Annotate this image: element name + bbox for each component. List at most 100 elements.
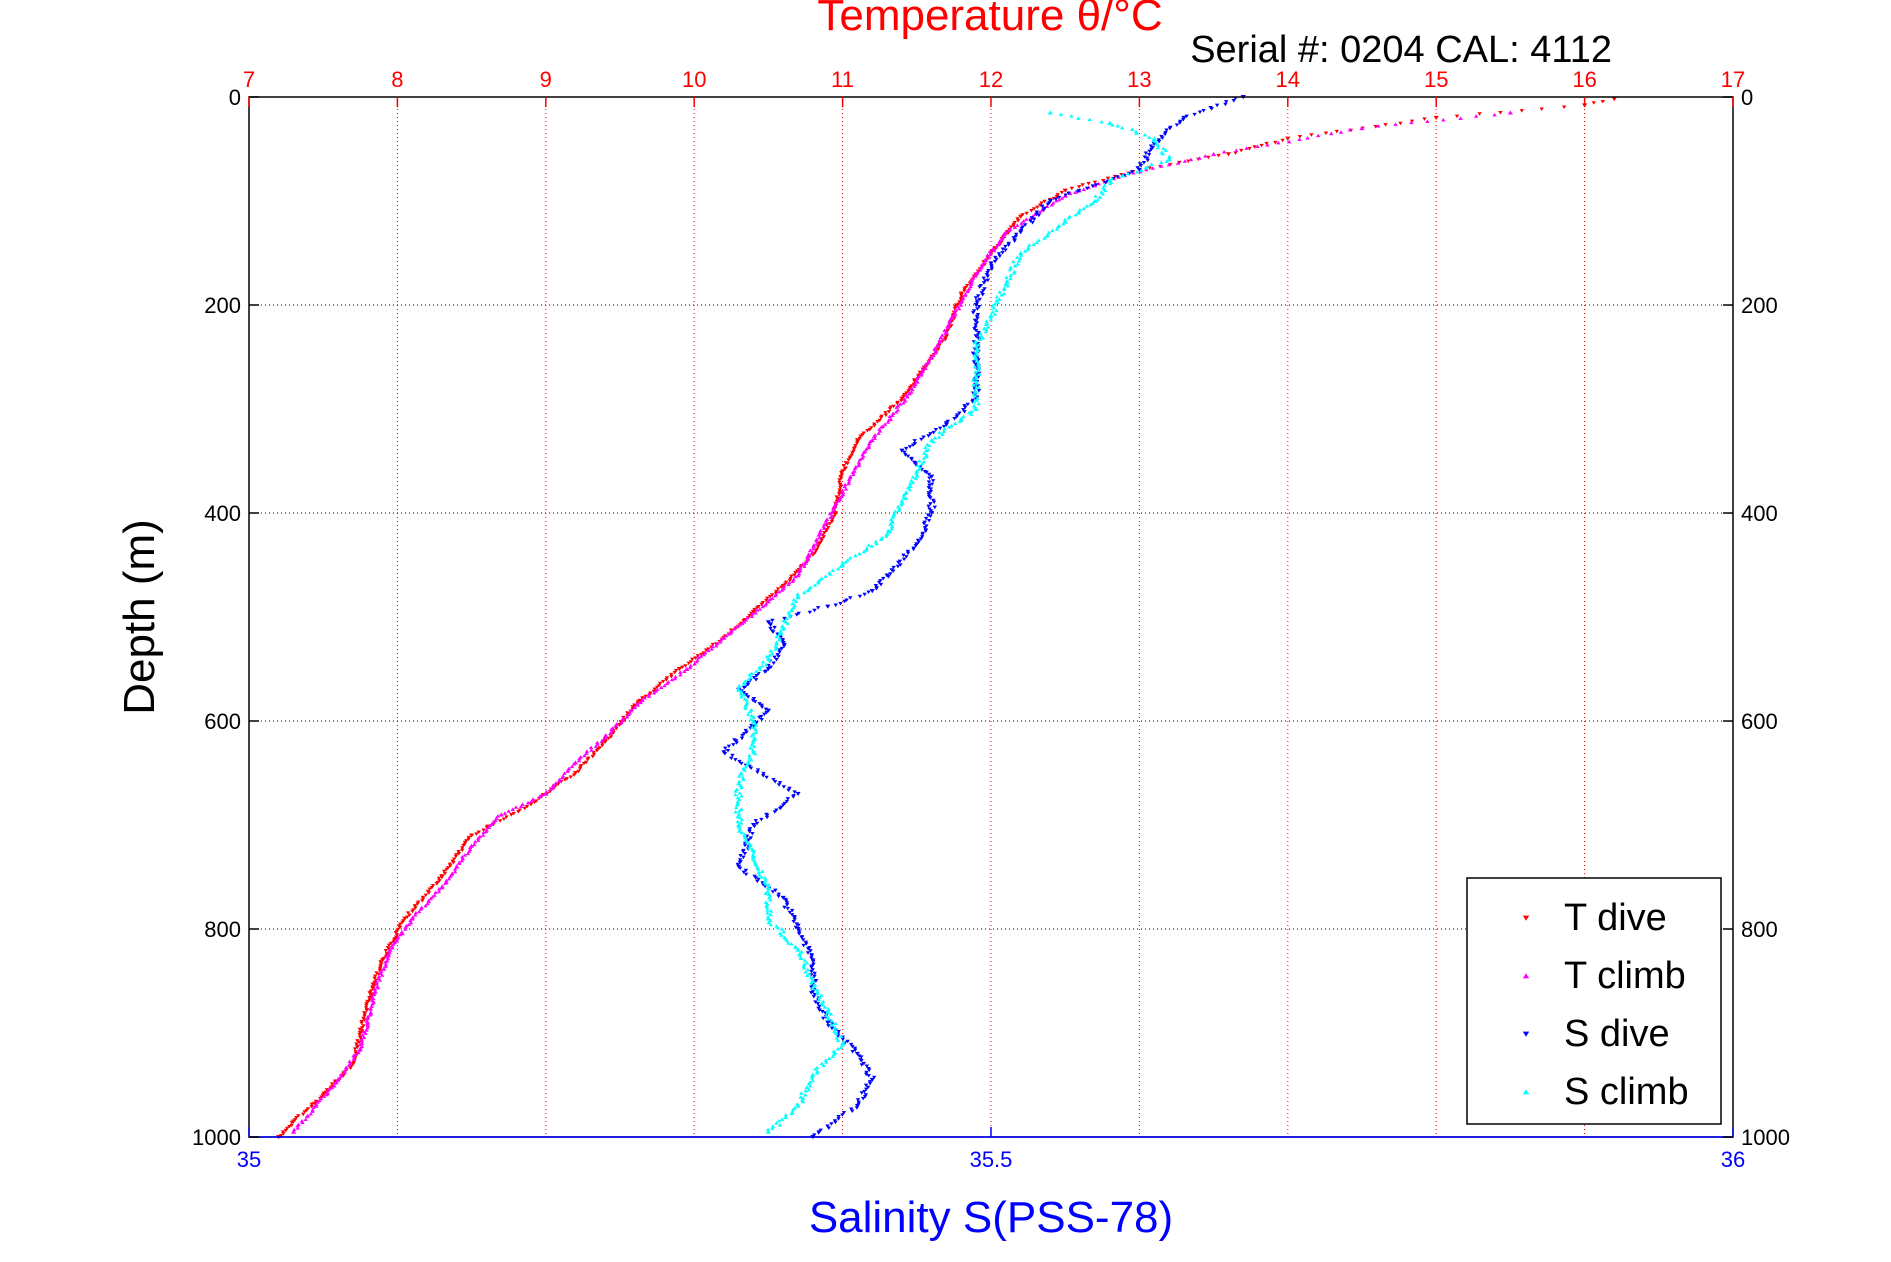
data-marker bbox=[372, 976, 377, 981]
data-marker bbox=[725, 748, 731, 753]
data-marker bbox=[484, 825, 490, 830]
data-marker bbox=[481, 828, 486, 832]
data-marker bbox=[793, 599, 799, 604]
data-marker bbox=[915, 376, 920, 381]
data-marker bbox=[410, 909, 415, 914]
data-marker bbox=[981, 260, 987, 265]
data-marker bbox=[1209, 107, 1214, 111]
data-marker bbox=[810, 1078, 815, 1083]
data-marker bbox=[1273, 140, 1278, 145]
data-marker bbox=[810, 976, 815, 981]
data-marker bbox=[806, 947, 811, 951]
data-marker bbox=[895, 401, 900, 406]
data-marker bbox=[1099, 119, 1104, 124]
data-marker bbox=[742, 833, 747, 838]
data-marker bbox=[321, 1094, 327, 1098]
data-marker bbox=[601, 736, 607, 740]
data-marker bbox=[694, 659, 699, 664]
data-marker bbox=[953, 303, 959, 307]
data-marker bbox=[775, 653, 780, 657]
data-marker bbox=[849, 1107, 854, 1112]
data-marker bbox=[967, 410, 972, 415]
data-marker bbox=[886, 575, 891, 579]
data-marker bbox=[974, 301, 980, 305]
data-marker bbox=[807, 610, 813, 615]
data-marker bbox=[1000, 250, 1005, 255]
data-marker bbox=[985, 253, 990, 257]
data-marker bbox=[404, 915, 410, 920]
data-marker bbox=[882, 422, 888, 426]
data-marker bbox=[413, 913, 418, 917]
data-marker bbox=[753, 727, 759, 732]
data-marker bbox=[972, 357, 978, 361]
data-marker bbox=[1076, 185, 1082, 189]
data-marker bbox=[974, 381, 979, 385]
data-marker bbox=[1005, 283, 1011, 288]
data-marker bbox=[811, 994, 816, 999]
data-marker bbox=[980, 336, 986, 340]
data-marker bbox=[609, 727, 614, 731]
data-marker bbox=[768, 626, 773, 631]
data-marker bbox=[588, 745, 594, 749]
data-marker bbox=[1393, 122, 1398, 126]
data-marker bbox=[932, 350, 938, 355]
data-marker bbox=[436, 876, 442, 881]
data-marker bbox=[1216, 153, 1221, 158]
data-marker bbox=[790, 1107, 796, 1112]
data-marker bbox=[981, 326, 987, 331]
legend-label: T dive bbox=[1564, 897, 1667, 939]
data-marker bbox=[973, 328, 979, 333]
data-marker bbox=[923, 529, 928, 533]
data-marker bbox=[937, 430, 942, 435]
data-marker bbox=[811, 984, 816, 989]
data-marker bbox=[823, 518, 829, 523]
data-marker bbox=[734, 739, 739, 743]
data-marker bbox=[759, 705, 765, 709]
data-marker bbox=[420, 897, 426, 901]
data-marker bbox=[734, 805, 739, 810]
data-marker bbox=[1042, 199, 1047, 204]
data-marker bbox=[817, 535, 822, 540]
data-marker bbox=[959, 416, 964, 421]
data-marker bbox=[937, 343, 942, 347]
data-marker bbox=[695, 654, 701, 658]
data-marker bbox=[796, 928, 802, 933]
temperature-tick-label: 14 bbox=[1276, 67, 1300, 92]
data-marker bbox=[943, 337, 948, 342]
data-marker bbox=[970, 378, 976, 382]
data-marker bbox=[815, 1002, 821, 1006]
data-marker bbox=[370, 986, 375, 991]
data-marker bbox=[937, 338, 942, 343]
data-marker bbox=[814, 538, 819, 543]
data-marker bbox=[946, 425, 952, 429]
data-marker bbox=[1134, 170, 1140, 174]
data-marker bbox=[746, 759, 751, 764]
data-marker bbox=[975, 307, 980, 311]
data-marker bbox=[1143, 165, 1148, 170]
data-marker bbox=[453, 854, 459, 859]
data-marker bbox=[898, 402, 903, 406]
data-marker bbox=[1398, 121, 1403, 126]
data-marker bbox=[856, 463, 861, 468]
data-marker bbox=[1239, 148, 1244, 153]
data-marker bbox=[1059, 190, 1065, 195]
data-marker bbox=[1145, 156, 1150, 161]
data-marker bbox=[398, 932, 403, 937]
data-marker bbox=[462, 840, 468, 845]
data-marker bbox=[974, 398, 979, 402]
data-marker bbox=[841, 1039, 846, 1044]
data-marker bbox=[884, 534, 889, 538]
data-marker bbox=[789, 574, 794, 579]
data-marker bbox=[914, 473, 920, 478]
data-marker bbox=[878, 582, 884, 587]
data-marker bbox=[789, 941, 794, 946]
data-marker bbox=[460, 848, 465, 853]
data-marker bbox=[741, 686, 747, 690]
data-marker bbox=[739, 821, 744, 825]
data-marker bbox=[751, 697, 757, 701]
data-marker bbox=[787, 612, 792, 617]
data-marker bbox=[413, 910, 419, 915]
data-marker bbox=[726, 744, 732, 749]
data-marker bbox=[343, 1067, 349, 1071]
